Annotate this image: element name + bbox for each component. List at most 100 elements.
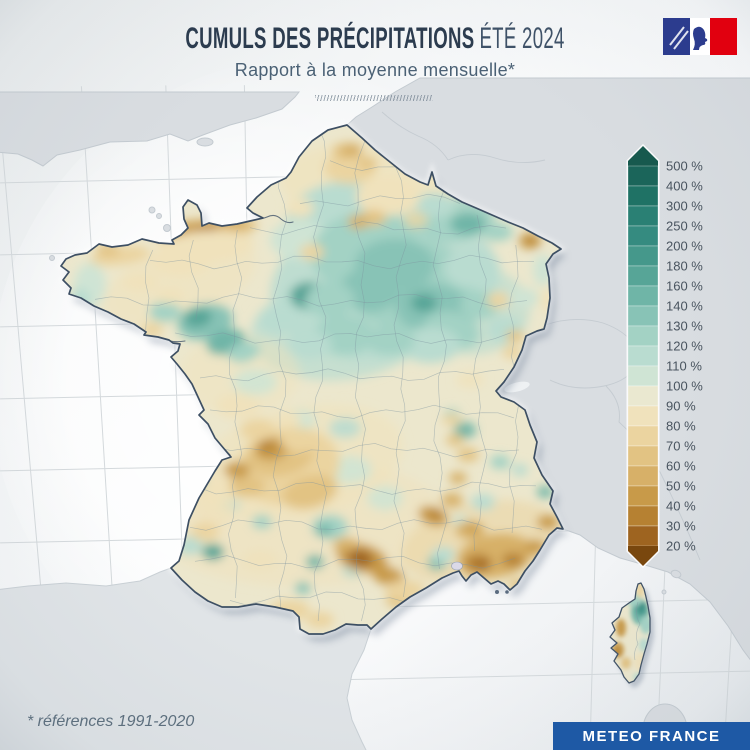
- legend-label: 130 %: [666, 319, 703, 334]
- map-canvas: 500 % 400 % 300 % 250 % 200 % 180 % 160 % 140 %…: [0, 0, 750, 750]
- channel-island: [149, 207, 155, 213]
- precip-blob: [442, 414, 462, 426]
- page-subtitle: Rapport à la moyenne mensuelle*: [0, 60, 750, 81]
- legend-label: 90 %: [666, 399, 696, 414]
- legend-color-swatch: [628, 426, 658, 446]
- precip-blob: [191, 523, 219, 541]
- precip-blob: [305, 282, 355, 318]
- legend-color-swatch: [628, 166, 658, 186]
- precip-blob: [431, 547, 455, 563]
- channel-island: [157, 214, 162, 219]
- precip-blob: [481, 223, 513, 241]
- legend-label: 70 %: [666, 439, 696, 454]
- precip-blob: [446, 434, 464, 446]
- precip-blob: [329, 418, 361, 438]
- legend-color-swatch: [628, 326, 658, 346]
- france-flag-logo: [663, 18, 737, 55]
- legend-color-swatch: [628, 186, 658, 206]
- legend-label: 80 %: [666, 419, 696, 434]
- ouessant-island: [50, 256, 55, 261]
- precip-blob: [333, 538, 359, 552]
- legend-label: 500 %: [666, 159, 703, 174]
- legend-color-swatch: [628, 206, 658, 226]
- legend-label: 20 %: [666, 539, 696, 554]
- precip-blob: [490, 455, 510, 469]
- legend-label: 110 %: [666, 359, 702, 374]
- precip-blob: [300, 244, 324, 260]
- precip-blob: [456, 372, 484, 388]
- precip-blob: [150, 248, 210, 276]
- precip-blob: [526, 236, 536, 244]
- hyeres-island: [505, 590, 509, 594]
- legend-label: 400 %: [666, 179, 703, 194]
- legend-label: 160 %: [666, 279, 703, 294]
- channel-island: [164, 225, 171, 232]
- legend-color-swatch: [628, 386, 658, 406]
- precip-blob: [444, 248, 500, 288]
- precip-blob: [506, 330, 524, 342]
- title-year: ÉTÉ 2024: [479, 22, 564, 55]
- precip-blob: [502, 553, 524, 567]
- capraia-island: [662, 590, 666, 594]
- legend-color-swatch: [628, 526, 658, 546]
- title-main: CUMULS DES PRÉCIPITATIONS: [185, 22, 474, 55]
- reference-note: * références 1991-2020: [27, 713, 194, 731]
- precip-blob: [449, 472, 467, 484]
- legend-label: 100 %: [666, 379, 703, 394]
- precip-blob: [511, 288, 539, 308]
- precip-blob: [295, 582, 311, 594]
- meteo-france-badge: METEO FRANCE: [553, 722, 750, 750]
- legend-label: 140 %: [666, 299, 703, 314]
- precip-blob: [512, 464, 528, 476]
- precip-blob: [367, 486, 403, 510]
- legend-label: 50 %: [666, 479, 696, 494]
- precip-blob: [359, 157, 377, 169]
- legend-color-swatch: [628, 346, 658, 366]
- precip-blob: [621, 657, 631, 669]
- legend-color-swatch: [628, 286, 658, 306]
- flag-red-stripe: [710, 18, 737, 55]
- precip-blob: [216, 393, 260, 419]
- legend-color-swatch: [628, 506, 658, 526]
- precip-blob: [616, 619, 626, 637]
- infographic-canvas: 500 % 400 % 300 % 250 % 200 % 180 % 160 % 140 %…: [0, 0, 750, 750]
- etang-de-berre: [452, 562, 463, 570]
- legend-label: 30 %: [666, 519, 696, 534]
- precip-blob: [471, 494, 495, 510]
- precip-blob: [258, 306, 298, 334]
- precip-blob: [441, 493, 463, 507]
- precip-blob: [429, 509, 443, 519]
- precip-blob: [537, 515, 559, 529]
- legend-color-swatch: [628, 246, 658, 266]
- precip-blob: [404, 212, 428, 228]
- legend-label: 180 %: [666, 259, 703, 274]
- legend-color-swatch: [628, 406, 658, 426]
- precip-blob: [122, 273, 158, 291]
- legend-label: 40 %: [666, 499, 696, 514]
- legend-color-swatch: [628, 266, 658, 286]
- page-title: CUMULS DES PRÉCIPITATIONSÉTÉ 2024: [143, 22, 608, 56]
- legend-color-swatch: [628, 226, 658, 246]
- hatch-divider-icon: [315, 95, 433, 101]
- legend-color-swatch: [628, 446, 658, 466]
- precip-blob: [202, 544, 224, 560]
- precip-blob: [156, 288, 184, 304]
- legend-label: 200 %: [666, 239, 703, 254]
- precip-blob: [258, 441, 274, 451]
- legend-color-swatch: [628, 486, 658, 506]
- isle-of-wight: [197, 138, 213, 146]
- precip-blob: [242, 550, 278, 570]
- legend-label: 250 %: [666, 219, 703, 234]
- legend-label: 60 %: [666, 459, 696, 474]
- legend-color-swatch: [628, 466, 658, 486]
- precip-blob: [316, 524, 332, 536]
- precip-blob: [356, 176, 420, 216]
- precip-blob: [457, 448, 479, 462]
- legend-color-swatch: [628, 306, 658, 326]
- hyeres-island: [495, 590, 499, 594]
- legend-label: 120 %: [666, 339, 703, 354]
- precip-blob: [224, 462, 250, 478]
- legend-label: 300 %: [666, 199, 703, 214]
- precip-blob: [342, 143, 362, 157]
- precip-blob: [275, 412, 301, 428]
